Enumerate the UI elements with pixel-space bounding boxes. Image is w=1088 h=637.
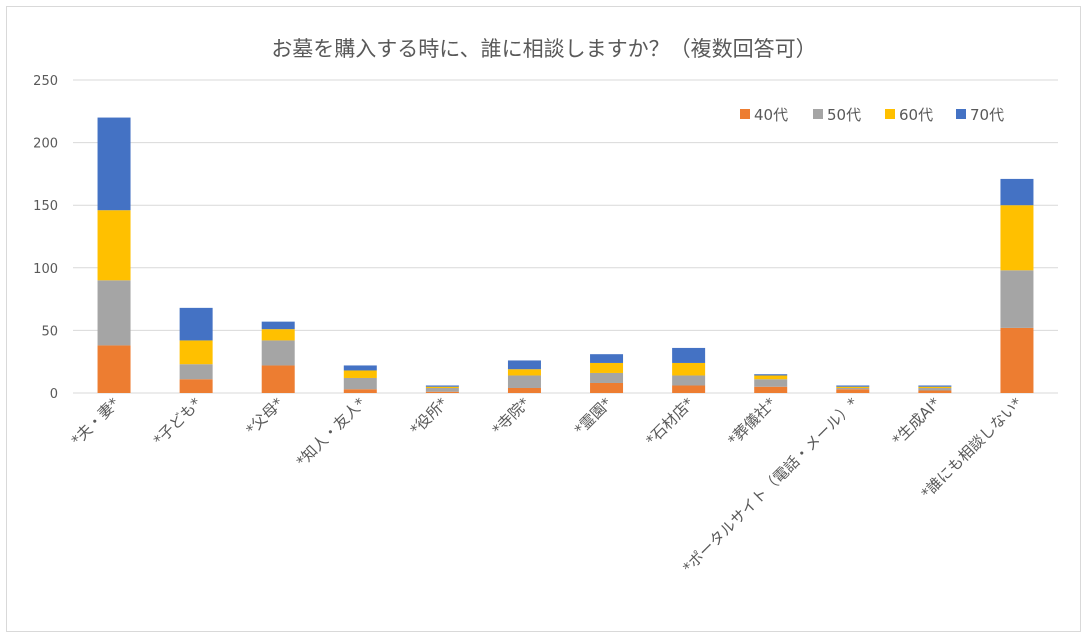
chart-frame — [6, 6, 1081, 632]
bar-segment-40代 — [1000, 327, 1034, 393]
bar-segment-70代 — [179, 307, 213, 341]
y-tick-label: 100 — [33, 262, 58, 277]
bar-segment-70代 — [590, 354, 624, 363]
bar-segment-50代 — [918, 387, 952, 391]
bar-segment-60代 — [425, 386, 459, 388]
bar-segment-70代 — [1000, 178, 1034, 206]
x-tick-label: *生成AI* — [889, 394, 944, 449]
bar-segment-60代 — [918, 386, 952, 388]
bar-segment-60代 — [836, 386, 870, 388]
bar-segment-60代 — [1000, 205, 1034, 271]
bar-segment-50代 — [179, 364, 213, 380]
bar-segment-60代 — [590, 362, 624, 373]
bar-segment-50代 — [425, 387, 459, 392]
bar-segment-40代 — [918, 390, 952, 393]
gridlines — [73, 79, 1058, 394]
bar-segment-50代 — [343, 377, 377, 390]
y-axis-ticks: 0 50 100 150 200 250 — [33, 74, 58, 402]
bar-segment-60代 — [507, 369, 541, 376]
y-tick-label: 50 — [41, 324, 58, 339]
x-tick-label: *役所* — [407, 394, 452, 439]
y-tick-label: 200 — [33, 137, 58, 152]
x-tick-label: *夫・妻* — [68, 394, 124, 450]
bar-segment-40代 — [261, 365, 295, 393]
bar-segment-40代 — [97, 345, 131, 393]
legend-label: 70代 — [970, 106, 1004, 124]
bar-segment-70代 — [836, 385, 870, 387]
bar-segment-70代 — [672, 347, 706, 363]
bar-segment-40代 — [507, 387, 541, 393]
bar-segment-70代 — [425, 385, 459, 387]
legend-label: 60代 — [899, 106, 933, 124]
bar-segment-40代 — [343, 389, 377, 393]
x-tick-label: *父母* — [242, 394, 287, 439]
bar-segment-60代 — [343, 370, 377, 378]
bar-segment-70代 — [507, 360, 541, 370]
bar-segment-40代 — [672, 385, 706, 393]
bar-segment-60代 — [754, 375, 788, 380]
bar-segment-70代 — [918, 385, 952, 387]
x-tick-label: *石材店* — [642, 394, 698, 450]
bar-segment-50代 — [754, 379, 788, 387]
bar-segment-70代 — [261, 321, 295, 330]
x-tick-label: *寺院* — [489, 394, 534, 439]
bars — [97, 117, 1034, 393]
x-tick-label: *知人・友人* — [293, 394, 370, 471]
bar-segment-60代 — [179, 340, 213, 365]
bar-segment-50代 — [590, 372, 624, 383]
bar-segment-50代 — [97, 280, 131, 346]
x-axis-labels: *夫・妻* *子ども* *父母* *知人・友人* *役所* *寺院* *霊園* *石材店* *葬… — [68, 394, 1026, 577]
x-tick-label: *ポータルサイト（電話・メール）* — [679, 394, 862, 577]
x-tick-label: *葬儀社* — [724, 394, 780, 450]
bar-segment-40代 — [425, 391, 459, 393]
chart-title: お墓を購入する時に、誰に相談しますか？（複数回答可） — [271, 37, 816, 61]
bar-segment-40代 — [754, 386, 788, 393]
bar-segment-70代 — [754, 374, 788, 376]
legend-label: 50代 — [827, 106, 861, 124]
bar-segment-40代 — [179, 379, 213, 393]
bar-segment-60代 — [672, 362, 706, 376]
legend-swatch — [956, 109, 966, 119]
bar-segment-50代 — [507, 375, 541, 388]
legend-swatch — [740, 109, 750, 119]
y-tick-label: 0 — [50, 387, 58, 402]
bar-segment-40代 — [590, 382, 624, 393]
bar-segment-70代 — [97, 117, 131, 211]
bar-segment-50代 — [672, 375, 706, 386]
bar-segment-70代 — [343, 365, 377, 371]
legend-swatch — [813, 109, 823, 119]
x-tick-label: *子ども* — [150, 394, 206, 450]
bar-segment-50代 — [1000, 270, 1034, 328]
y-tick-label: 150 — [33, 199, 58, 214]
bar-segment-50代 — [836, 387, 870, 390]
bar-segment-50代 — [261, 340, 295, 366]
legend: 40代 50代 60代 70代 — [740, 106, 1004, 124]
legend-swatch — [885, 109, 895, 119]
bar-segment-60代 — [261, 329, 295, 341]
bar-segment-40代 — [836, 389, 870, 393]
y-tick-label: 250 — [33, 74, 58, 89]
x-tick-label: *霊園* — [571, 394, 616, 439]
legend-label: 40代 — [754, 106, 788, 124]
bar-segment-60代 — [97, 210, 131, 281]
